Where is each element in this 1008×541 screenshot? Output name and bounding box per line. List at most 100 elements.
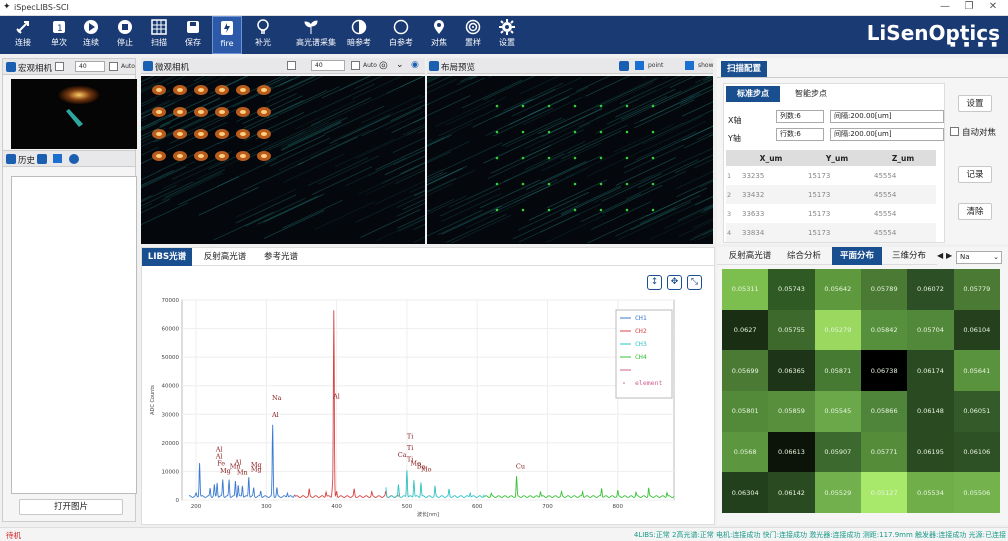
toolbar-save-button[interactable]: 保存 — [178, 16, 208, 54]
pan-icon[interactable]: ✥ — [667, 275, 682, 290]
toolbar-focus-button[interactable]: 对焦 — [424, 16, 454, 54]
heatmap-cell[interactable]: 0.05755 — [768, 309, 815, 351]
tab-scan-config[interactable]: 扫描配置 — [721, 61, 767, 77]
heatmap-cell[interactable]: 0.06148 — [907, 391, 954, 432]
heatmap-cell[interactable]: 0.06613 — [768, 431, 815, 473]
reset-zoom-icon[interactable]: ⤡ — [687, 275, 702, 290]
heatmap-cell[interactable]: 0.06072 — [907, 269, 954, 310]
micro-auto-checkbox[interactable] — [351, 61, 360, 70]
heatmap-cell[interactable]: 0.05789 — [860, 269, 908, 310]
heatmap-cell[interactable]: 0.06304 — [722, 472, 769, 513]
tab-smart-step[interactable]: 智能步点 — [795, 89, 827, 98]
toolbar-single-button[interactable]: 1 单次 — [44, 16, 74, 54]
tab-3d-distribution[interactable]: 三维分布 — [891, 251, 926, 261]
x-interval-spin[interactable]: 间隔:200.00[um] — [830, 110, 944, 123]
heatmap-cell[interactable]: 0.05907 — [814, 431, 861, 473]
tab-reflect-hyperspectral[interactable]: 反射高光谱 — [203, 252, 247, 262]
toolbar-white-reference-button[interactable]: 白参考 — [386, 16, 416, 54]
heatmap-cell[interactable]: 0.05704 — [907, 309, 954, 351]
heatmap-cell[interactable]: 0.05743 — [768, 269, 815, 310]
x-column-count-spin[interactable]: 列数:6 — [776, 110, 824, 123]
folder-icon[interactable] — [37, 154, 47, 164]
chevron-down-icon[interactable]: ⌄ — [396, 60, 404, 70]
heatmap-cell[interactable]: 0.05641 — [953, 350, 1000, 391]
heatmap-cell[interactable]: 0.05866 — [860, 391, 908, 432]
heatmap-cell[interactable]: 0.05859 — [768, 391, 815, 432]
libs-spectrum-chart[interactable]: 0 10000 20000 30000 40000 50000 60000 70000 200 3… — [142, 288, 714, 524]
toolbar-stop-button[interactable]: 停止 — [110, 16, 140, 54]
heatmap-cell[interactable]: 0.05545 — [814, 391, 861, 432]
history-list[interactable] — [11, 176, 137, 494]
table-row[interactable]: 3 33633 15173 45554 — [726, 204, 936, 223]
table-row[interactable]: 1 33235 15173 45554 — [726, 166, 936, 185]
table-cell: 4 — [727, 228, 732, 237]
toolbar-sample-button[interactable]: 置样 — [458, 16, 488, 54]
settings-button[interactable]: 设置 — [958, 95, 992, 112]
save-icon[interactable] — [619, 61, 629, 71]
heatmap-cell[interactable]: 0.0568 — [722, 431, 769, 473]
record-button[interactable]: 记录 — [958, 166, 992, 183]
micro-exposure-spin[interactable]: 40 — [311, 60, 345, 71]
element-select[interactable]: Na ⌄ — [956, 251, 1002, 264]
tab-plane-distribution[interactable]: 平面分布 — [832, 247, 882, 265]
maximize-button[interactable]: ❐ — [964, 1, 974, 12]
point-checkbox[interactable] — [635, 61, 644, 70]
toolbar-fire-button[interactable]: fire — [212, 16, 242, 54]
minimize-button[interactable]: — — [940, 1, 950, 12]
toolbar-fill-light-button[interactable]: 补光 — [248, 16, 278, 54]
tab-reference-spectrum[interactable]: 参考光谱 — [263, 252, 298, 262]
heatmap-cell[interactable]: 0.06104 — [953, 309, 1000, 351]
refresh-icon[interactable] — [69, 154, 79, 164]
y-interval-spin[interactable]: 间隔:200.00[um] — [830, 128, 944, 141]
table-row[interactable]: 2 33432 15173 45554 — [726, 185, 936, 204]
chevron-right-icon[interactable]: ▶ — [946, 251, 953, 260]
macro-enable-checkbox[interactable] — [55, 62, 64, 71]
focus-target-icon[interactable]: ◎ — [379, 60, 388, 71]
toolbar-connect-button[interactable]: 连接 — [8, 16, 38, 54]
tab-reflect-hyperspectral-analysis[interactable]: 反射高光谱 — [728, 251, 772, 261]
show-checkbox[interactable] — [685, 61, 694, 70]
tab-comprehensive-analysis[interactable]: 综合分析 — [786, 251, 821, 261]
chevron-left-icon[interactable]: ◀ — [937, 251, 944, 260]
history-checkbox[interactable] — [53, 154, 62, 163]
heatmap-cell[interactable]: 0.06142 — [768, 472, 815, 513]
auto-focus-checkbox[interactable] — [950, 127, 959, 136]
heatmap-cell[interactable]: 0.05529 — [814, 472, 861, 513]
toolbar-settings-button[interactable]: 设置 — [492, 16, 522, 54]
y-row-count-spin[interactable]: 行数:6 — [776, 128, 824, 141]
table-row[interactable]: 4 33834 15173 45554 — [726, 223, 936, 242]
heatmap-cell[interactable]: 0.05871 — [814, 350, 861, 391]
heatmap-cell[interactable]: 0.06365 — [768, 350, 815, 391]
heatmap-cell[interactable]: 0.05279 — [814, 309, 861, 351]
heatmap-cell[interactable]: 0.05127 — [860, 472, 908, 513]
heatmap-cell[interactable]: 0.05642 — [814, 269, 861, 310]
micro-enable-checkbox[interactable] — [287, 61, 296, 70]
heatmap-cell[interactable]: 0.0627 — [722, 309, 769, 351]
clear-button[interactable]: 清除 — [958, 203, 992, 220]
heatmap-cell[interactable]: 0.06738 — [860, 350, 908, 391]
heatmap-cell[interactable]: 0.06174 — [907, 350, 954, 391]
heatmap-cell[interactable]: 0.05699 — [722, 350, 769, 391]
toolbar-hyperspectral-button[interactable]: 高光谱采集 — [296, 16, 336, 54]
tab-libs-spectrum[interactable]: LIBS光谱 — [142, 248, 192, 266]
heatmap-cell[interactable]: 0.05534 — [907, 472, 954, 513]
heatmap-cell[interactable]: 0.05311 — [722, 269, 769, 310]
heatmap-cell[interactable]: 0.05771 — [860, 431, 908, 473]
toolbar-scan-button[interactable]: 扫描 — [144, 16, 174, 54]
heatmap-cell[interactable]: 0.06106 — [953, 431, 1000, 473]
heatmap-cell[interactable]: 0.05779 — [953, 269, 1000, 310]
open-image-button[interactable]: 打开图片 — [19, 499, 123, 515]
heatmap-cell[interactable]: 0.05842 — [860, 309, 908, 351]
heatmap-cell[interactable]: 0.06051 — [953, 391, 1000, 432]
macro-exposure-spin[interactable]: 40 — [75, 61, 105, 72]
heatmap-cell[interactable]: 0.05801 — [722, 391, 769, 432]
heatmap-cell[interactable]: 0.05506 — [953, 472, 1000, 513]
macro-auto-checkbox[interactable] — [109, 62, 118, 71]
toolbar-continuous-button[interactable]: 连续 — [76, 16, 106, 54]
close-button[interactable]: ✕ — [988, 1, 998, 12]
camera-snapshot-icon[interactable]: ◉ — [411, 60, 419, 70]
toolbar-dark-reference-button[interactable]: 暗参考 — [344, 16, 374, 54]
heatmap-cell[interactable]: 0.06195 — [907, 431, 954, 473]
zoom-vertical-icon[interactable]: ↕ — [647, 275, 662, 290]
tab-standard-step[interactable]: 标准步点 — [726, 86, 780, 102]
